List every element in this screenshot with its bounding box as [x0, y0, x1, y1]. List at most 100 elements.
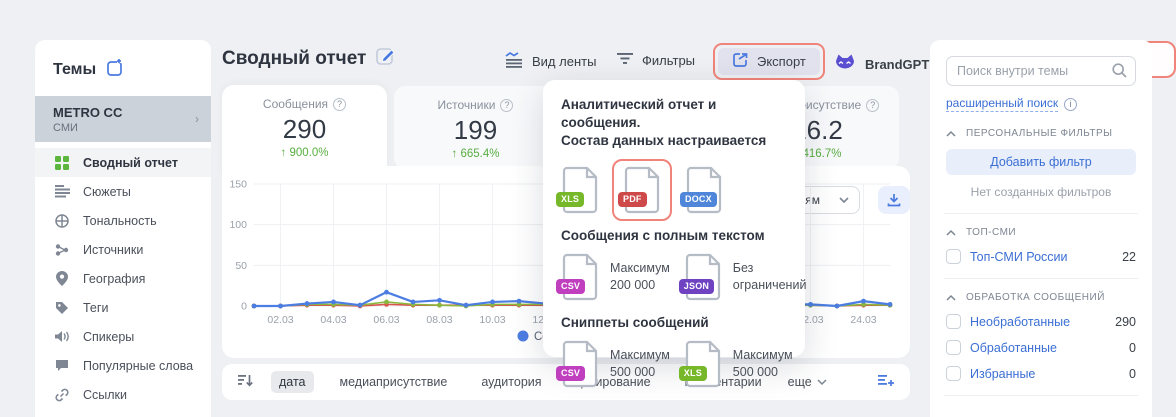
info-icon[interactable]: i — [1064, 97, 1078, 111]
svg-text:10.03: 10.03 — [479, 314, 505, 326]
stat-label: Источники — [437, 98, 496, 112]
search-input[interactable] — [946, 56, 1136, 86]
export-icon — [732, 52, 749, 71]
stat-delta: ↑ 665.4% — [451, 148, 500, 160]
export-caption-limit: 200 000 — [610, 277, 656, 292]
export-dropdown-subtitle: Состав данных настраивается — [561, 133, 767, 149]
sidebar-item-tonality[interactable]: Тональность — [35, 206, 211, 235]
section-top-smi[interactable]: ТОП-СМИ — [946, 227, 1136, 238]
checkbox[interactable] — [946, 340, 961, 355]
filter-favorites[interactable]: Избранные 0 — [946, 366, 1136, 381]
section-personal-filters[interactable]: ПЕРСОНАЛЬНЫЕ ФИЛЬТРЫ — [946, 128, 1136, 139]
export-caption: Максимум — [610, 348, 670, 363]
export-format-pdf-report[interactable]: PDF — [618, 166, 663, 214]
sidebar-item-popular-words[interactable]: Популярные слова — [35, 351, 211, 380]
export-format-xls-snippets[interactable]: XLS Максимум 500 000 — [678, 340, 793, 388]
page-title: Сводный отчет — [222, 47, 367, 69]
stat-tab-messages[interactable]: Сообщения? 290 ↑ 900.0% — [222, 85, 387, 177]
sort-option-audience[interactable]: аудитория — [481, 375, 542, 389]
export-button[interactable]: Экспорт — [718, 48, 820, 75]
svg-text:50: 50 — [235, 260, 247, 272]
export-caption: Без ограничений — [732, 261, 807, 292]
edit-title-icon[interactable] — [376, 46, 396, 71]
chart-download-button[interactable] — [878, 186, 910, 214]
feed-view-button[interactable]: Вид ленты — [505, 51, 596, 70]
xls-file-icon: XLS — [678, 365, 707, 381]
topic-item-metro-cc[interactable]: METRO CC СМИ › — [35, 96, 211, 142]
filter-top-smi-russia[interactable]: Топ-СМИ России 22 — [946, 249, 1136, 264]
stat-label: Сообщения — [262, 97, 329, 111]
filter-label: Обработанные — [970, 340, 1057, 355]
sidebar-item-label: Теги — [83, 300, 109, 315]
filters-button[interactable]: Фильтры — [617, 52, 695, 68]
speaker-icon — [54, 329, 70, 345]
help-icon[interactable]: ? — [333, 97, 347, 111]
add-column-icon[interactable] — [878, 374, 894, 390]
grid-icon — [54, 155, 70, 171]
svg-text:04.03: 04.03 — [320, 314, 346, 326]
topic-name: METRO CC — [53, 104, 123, 120]
chevron-down-icon — [839, 197, 849, 204]
section-title: ПЕРСОНАЛЬНЫЕ ФИЛЬТРЫ — [966, 128, 1113, 139]
filter-processed[interactable]: Обработанные 0 — [946, 340, 1136, 355]
export-format-csv-snippets[interactable]: CSV Максимум 500 000 — [556, 340, 670, 388]
filter-count: 22 — [1122, 249, 1136, 264]
sidebar-item-persons[interactable]: Персоны — [35, 409, 211, 417]
add-filter-button[interactable]: Добавить фильтр — [946, 149, 1136, 175]
sidebar-item-plots[interactable]: Сюжеты — [35, 177, 211, 206]
sidebar-item-label: Спикеры — [83, 329, 135, 344]
section-processing[interactable]: ОБРАБОТКА СООБЩЕНИЙ — [946, 292, 1136, 303]
sidebar-item-links[interactable]: Ссылки — [35, 380, 211, 409]
sort-option-date[interactable]: дата — [271, 371, 314, 393]
csv-file-icon: CSV — [556, 365, 586, 381]
advanced-search-link[interactable]: расширенный поиск i — [946, 96, 1136, 112]
sidebar-item-label: Источники — [83, 242, 144, 257]
section-title: ТОП-СМИ — [966, 227, 1017, 238]
svg-text:100: 100 — [229, 219, 247, 231]
sidebar-item-sources[interactable]: Источники — [35, 235, 211, 264]
brandgpt-label: BrandGPT — [865, 57, 930, 72]
sort-option-media-presence[interactable]: медиаприсутствие — [339, 375, 448, 389]
brandgpt-icon — [833, 52, 857, 77]
section-title: ОБРАБОТКА СООБЩЕНИЙ — [966, 292, 1105, 303]
sidebar-item-summary-report[interactable]: Сводный отчет — [35, 148, 211, 177]
brandgpt-button[interactable]: BrandGPT — [833, 52, 929, 77]
globe-icon — [54, 213, 70, 229]
stat-delta: ↑ 416.7% — [793, 148, 842, 160]
export-format-csv-full[interactable]: CSV Максимум 200 000 — [556, 253, 670, 301]
sort-more-button[interactable]: еще — [788, 375, 827, 389]
filter-icon — [617, 52, 634, 68]
json-file-icon: JSON — [678, 278, 715, 294]
divider — [944, 395, 1138, 396]
sidebar-item-label: Тональность — [83, 213, 157, 228]
sidebar-item-speakers[interactable]: Спикеры — [35, 322, 211, 351]
add-topic-icon[interactable] — [106, 58, 125, 82]
pdf-highlight: PDF — [612, 158, 672, 221]
export-format-docx-report[interactable]: DOCX — [680, 166, 725, 214]
csv-file-icon: CSV — [556, 278, 586, 294]
checkbox[interactable] — [946, 314, 961, 329]
chevron-down-icon — [817, 379, 827, 386]
sidebar-item-tags[interactable]: Теги — [35, 293, 211, 322]
sidebar-item-label: География — [83, 271, 146, 286]
export-format-json-full[interactable]: JSON Без ограничений — [678, 253, 807, 301]
svg-text:08.03: 08.03 — [426, 314, 452, 326]
checkbox[interactable] — [946, 249, 961, 264]
chat-bubble-icon — [54, 358, 70, 374]
filter-unprocessed[interactable]: Необработанные 290 — [946, 314, 1136, 329]
help-icon[interactable]: ? — [500, 98, 514, 112]
stat-tab-sources[interactable]: Источники? 199 ↑ 665.4% — [393, 85, 558, 170]
export-format-xls-report[interactable]: XLS — [556, 166, 601, 214]
export-caption-limit: 500 000 — [732, 364, 778, 379]
filter-count: 0 — [1129, 366, 1136, 381]
filter-label: Топ-СМИ России — [970, 249, 1068, 264]
sort-icon[interactable] — [238, 374, 253, 390]
stat-delta: ↑ 900.0% — [280, 147, 329, 159]
checkbox[interactable] — [946, 366, 961, 381]
sidebar-item-geography[interactable]: География — [35, 264, 211, 293]
sidebar-nav: Сводный отчет Сюжеты Тональность Источни… — [35, 142, 211, 417]
help-icon[interactable]: ? — [866, 98, 880, 112]
topics-sidebar: Темы METRO CC СМИ › Сводный отчет Сюжеты — [35, 40, 211, 417]
sidebar-item-label: Сводный отчет — [83, 155, 178, 170]
topics-title: Темы — [53, 61, 97, 78]
